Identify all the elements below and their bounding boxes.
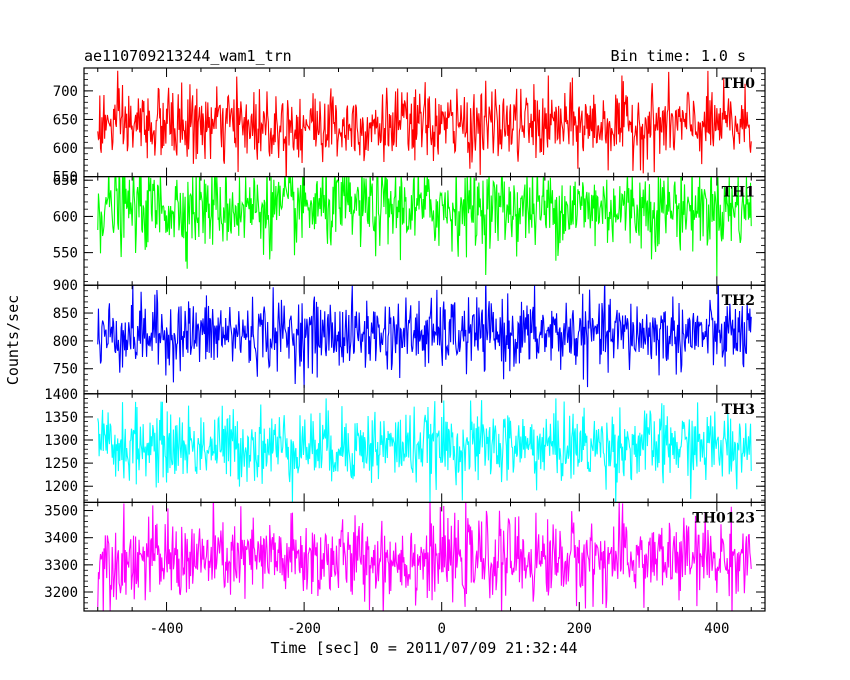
- y-tick-label: 650: [53, 173, 78, 189]
- series-th0123-line: [97, 502, 752, 611]
- panel-th0: 550 600 650 700 TH0: [53, 67, 766, 186]
- y-tick-label: 1250: [44, 456, 78, 472]
- x-axis-title: Time [sec] 0 = 2011/07/09 21:32:44: [270, 639, 577, 657]
- chart-title: ae110709213244_wam1_trn: [84, 47, 292, 65]
- y-tick-label: 550: [53, 246, 78, 262]
- panels-group: 550 600 650 700 TH0 550 600 650 TH1 750 800 850 900 T…: [44, 67, 766, 612]
- panel-label-th2: TH2: [722, 293, 755, 309]
- y-tick-label: 1200: [44, 479, 78, 495]
- y-tick-label: 1400: [44, 387, 78, 403]
- bin-time-label: Bin time: 1.0 s: [611, 47, 746, 65]
- x-tick-label: -200: [287, 621, 321, 637]
- y-tick-label: 3200: [44, 585, 78, 601]
- y-tick-label: 3300: [44, 558, 78, 574]
- panel-th1: 550 600 650 TH1: [53, 173, 766, 286]
- panel-th0123: 3200 3300 3400 3500 TH0123: [44, 501, 766, 612]
- panel-th2: 750 800 850 900 TH2: [53, 278, 766, 395]
- y-tick-label: 650: [53, 112, 78, 128]
- y-tick-label: 600: [53, 209, 78, 225]
- x-tick-label: 400: [704, 621, 729, 637]
- panel-label-th0: TH0: [722, 76, 756, 92]
- y-tick-label: 800: [53, 334, 78, 350]
- series-th3-line: [97, 398, 752, 503]
- x-tick-label: -400: [150, 621, 184, 637]
- panel-label-th3: TH3: [722, 402, 755, 418]
- x-tick-label: 200: [567, 621, 592, 637]
- y-tick-label: 700: [53, 84, 78, 100]
- series-th1-line: [97, 176, 752, 277]
- y-tick-label: 900: [53, 278, 78, 294]
- y-tick-label: 750: [53, 362, 78, 378]
- y-tick-label: 3500: [44, 504, 78, 520]
- y-axis-title: Counts/sec: [4, 295, 22, 385]
- y-tick-label: 600: [53, 141, 78, 157]
- panel-th3: 1200 1250 1300 1350 1400 TH3: [44, 387, 766, 503]
- y-tick-label: 3400: [44, 531, 78, 547]
- y-tick-label: 1300: [44, 433, 78, 449]
- y-tick-label: 850: [53, 306, 78, 322]
- series-th2-line: [97, 285, 752, 388]
- panel-label-th0123: TH0123: [692, 510, 755, 526]
- x-tick-label: 0: [437, 621, 445, 637]
- panel-frame: [83, 501, 766, 612]
- x-axis: -400 -200 0 200 400: [150, 621, 730, 637]
- y-tick-label: 1350: [44, 410, 78, 426]
- panel-label-th1: TH1: [722, 185, 755, 201]
- series-th0-line: [97, 70, 752, 177]
- y-tick-label: 550: [53, 170, 78, 186]
